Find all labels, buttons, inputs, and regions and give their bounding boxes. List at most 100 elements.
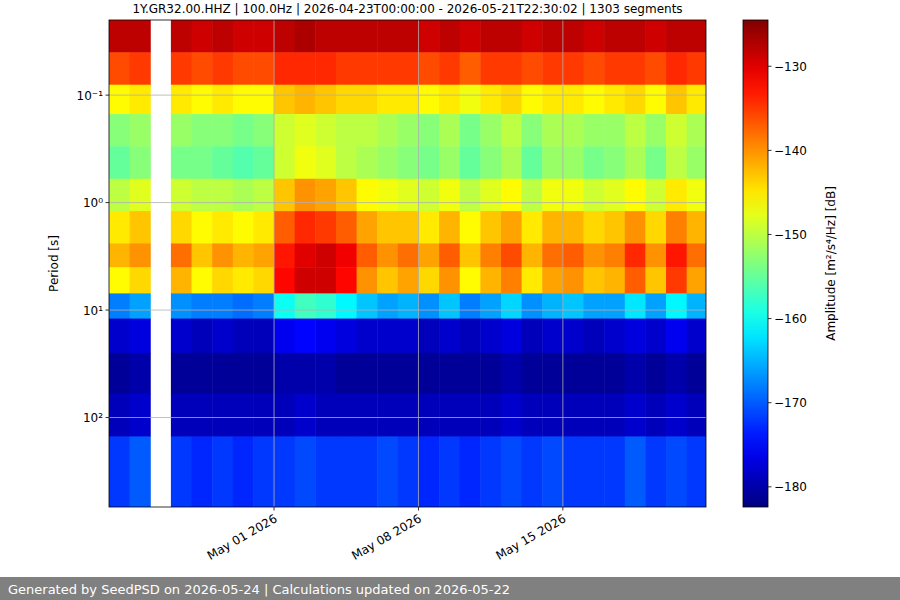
colorbar-tick [768, 318, 772, 319]
cell [130, 293, 151, 319]
cell [109, 179, 130, 212]
grid-line [274, 20, 275, 507]
cell [109, 20, 130, 53]
cell [625, 319, 646, 354]
cell [253, 319, 274, 354]
cell [542, 293, 563, 319]
cell [480, 52, 501, 85]
cell [584, 52, 605, 85]
cell [522, 436, 543, 507]
grid-line [109, 202, 706, 203]
cell [274, 211, 295, 244]
cell [192, 436, 213, 507]
heatmap-cells [109, 20, 706, 507]
cell [336, 211, 357, 244]
colorbar-tick [768, 402, 772, 403]
cell [460, 85, 481, 115]
cell [192, 146, 213, 179]
grid-line [109, 417, 706, 418]
cell [666, 267, 687, 294]
cell [295, 293, 316, 319]
cell [253, 114, 274, 147]
x-tick [562, 507, 563, 511]
cell [377, 319, 398, 354]
y-tick-label: 10² [83, 411, 103, 425]
cell [192, 293, 213, 319]
cell [584, 436, 605, 507]
cell [295, 146, 316, 179]
cell [460, 20, 481, 53]
cell [212, 267, 233, 294]
cell [501, 293, 522, 319]
cell [439, 179, 460, 212]
cell [645, 146, 666, 179]
cell [398, 211, 419, 244]
cell [645, 243, 666, 267]
cell [522, 85, 543, 115]
cell [666, 436, 687, 507]
cell [233, 353, 254, 394]
plot-frame [109, 20, 706, 507]
y-tick-label: 10⁻¹ [77, 89, 104, 103]
cell [687, 319, 706, 354]
cell [295, 319, 316, 354]
cell [377, 20, 398, 53]
cell [315, 211, 336, 244]
cell [460, 319, 481, 354]
cell [645, 85, 666, 115]
cell [171, 20, 192, 53]
cell [563, 353, 584, 394]
cell [645, 436, 666, 507]
cell [357, 85, 378, 115]
cell [171, 114, 192, 147]
cell [233, 319, 254, 354]
cell [274, 52, 295, 85]
cell [295, 353, 316, 394]
cell [336, 52, 357, 85]
cell [109, 243, 130, 267]
cell [336, 353, 357, 394]
cell [625, 293, 646, 319]
cell [542, 146, 563, 179]
cell [687, 243, 706, 267]
cell [522, 243, 543, 267]
cell [192, 267, 213, 294]
y-tick [106, 310, 110, 311]
cell [625, 20, 646, 53]
cell [645, 267, 666, 294]
cell [377, 211, 398, 244]
cell [171, 85, 192, 115]
cell [584, 267, 605, 294]
cell [274, 293, 295, 319]
cell [274, 319, 295, 354]
cell [130, 267, 151, 294]
cell [109, 353, 130, 394]
colorbar-tick-label: −160 [774, 312, 807, 326]
cell [295, 243, 316, 267]
cell [192, 20, 213, 53]
grid [109, 20, 706, 507]
cell [645, 179, 666, 212]
cell [212, 243, 233, 267]
cell [233, 52, 254, 85]
cell [625, 52, 646, 85]
cell [501, 211, 522, 244]
x-tick-label: May 08 2026 [349, 511, 424, 562]
cell [295, 394, 316, 437]
cell [274, 114, 295, 147]
cell [377, 267, 398, 294]
cell [315, 20, 336, 53]
cell [666, 85, 687, 115]
cell [109, 146, 130, 179]
cell [398, 293, 419, 319]
cell [584, 319, 605, 354]
cell [377, 243, 398, 267]
cell [542, 52, 563, 85]
cell [295, 267, 316, 294]
cell [398, 52, 419, 85]
cell [687, 211, 706, 244]
cell [377, 353, 398, 394]
cell [439, 52, 460, 85]
cell [398, 394, 419, 437]
cell [336, 20, 357, 53]
